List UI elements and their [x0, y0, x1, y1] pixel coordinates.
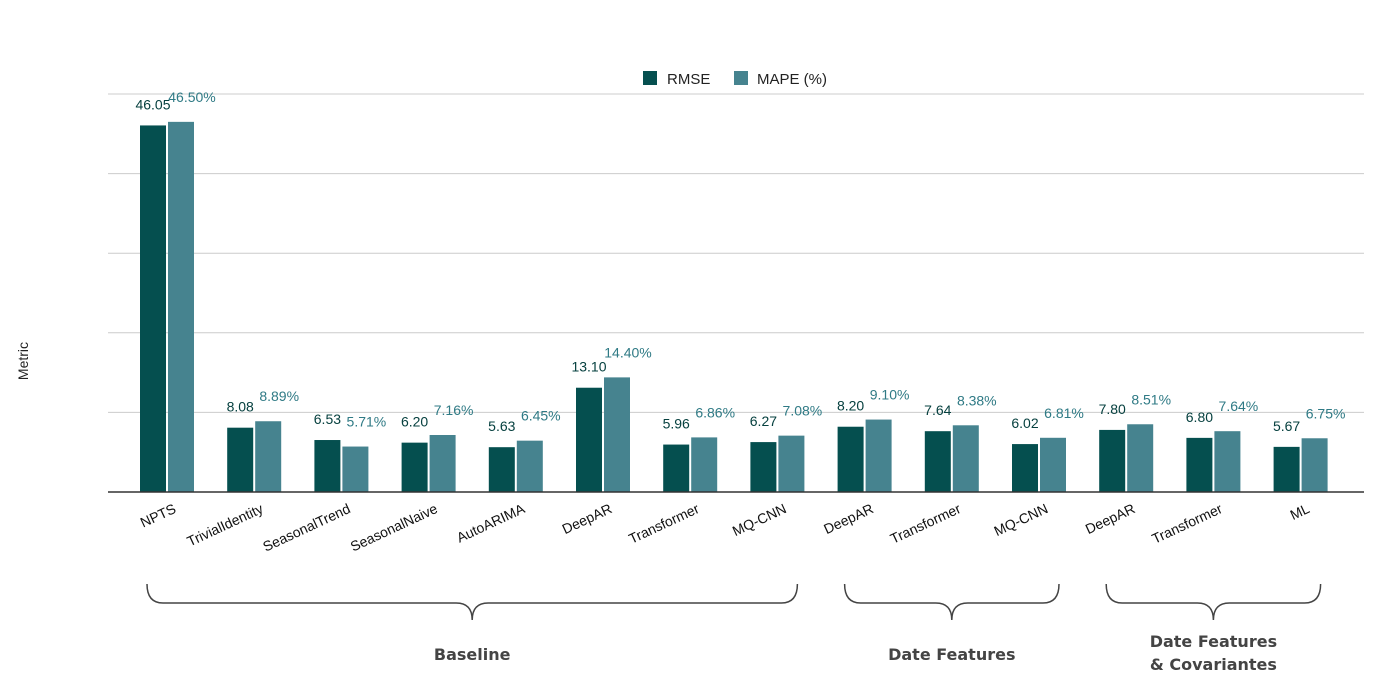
data-label-rmse-5: 13.10 [571, 359, 606, 375]
data-label-rmse-4: 5.63 [488, 418, 515, 434]
bar-rmse-transformer-6 [663, 444, 690, 492]
data-label-mape-10: 6.81% [1044, 405, 1084, 421]
bar-mape-trivialidentity-1 [255, 421, 282, 492]
data-label-mape-4: 6.45% [521, 408, 561, 424]
bar-mape-transformer-6 [691, 437, 718, 492]
bar-rmse-ml-13 [1273, 446, 1300, 492]
group-label-date-features-covariantes-line-1: & Covariantes [1150, 655, 1277, 674]
x-tick-label-transformer-9: Transformer [888, 500, 964, 547]
data-label-mape-11: 8.51% [1131, 391, 1171, 407]
legend-swatch-rmse [643, 71, 657, 85]
x-tick-label-deepar-8: DeepAR [821, 500, 876, 537]
group-label-baseline-line-0: Baseline [434, 645, 511, 664]
data-label-mape-9: 8.38% [957, 392, 997, 408]
data-label-mape-5: 14.40% [604, 344, 651, 360]
data-label-rmse-12: 6.80 [1186, 409, 1213, 425]
bar-rmse-deepar-5 [576, 387, 602, 492]
data-label-rmse-10: 6.02 [1011, 415, 1038, 431]
bar-rmse-seasonalnaive-3 [401, 442, 428, 492]
bar-rmse-mq-cnn-10 [1012, 444, 1038, 492]
bar-mape-deepar-5 [604, 377, 630, 492]
bar-mape-npts-0 [168, 121, 194, 493]
bar-rmse-npts-0 [140, 125, 166, 492]
x-tick-label-deepar-5: DeepAR [560, 500, 615, 537]
x-tick-label-seasonaltrend-2: SeasonalTrend [260, 500, 352, 554]
x-tick-label-seasonalnaive-3: SeasonalNaive [348, 500, 440, 554]
data-label-mape-12: 7.64% [1219, 398, 1259, 414]
data-label-mape-2: 5.71% [347, 414, 387, 430]
data-label-rmse-11: 7.80 [1099, 401, 1126, 417]
data-label-rmse-7: 6.27 [750, 413, 777, 429]
y-axis-label: Metric [15, 342, 31, 380]
bar-rmse-deepar-8 [837, 426, 864, 492]
data-label-rmse-2: 6.53 [314, 411, 341, 427]
bar-mape-transformer-12 [1214, 431, 1241, 492]
legend-label-mape: MAPE (%) [757, 71, 827, 88]
data-label-rmse-0: 46.05 [135, 96, 170, 112]
data-label-mape-6: 6.86% [695, 404, 735, 420]
x-tick-label-autoarima-4: AutoARIMA [454, 500, 528, 546]
data-label-mape-8: 9.10% [870, 387, 910, 403]
data-label-rmse-1: 8.08 [227, 399, 254, 415]
bar-mape-autoarima-4 [516, 440, 543, 492]
group-brace-baseline [146, 583, 799, 621]
legend-swatch-mape [734, 71, 748, 85]
data-label-rmse-9: 7.64 [924, 402, 951, 418]
data-label-mape-1: 8.89% [259, 388, 299, 404]
x-tick-labels: NPTS TrivialIdentitySeasonalTrendSeasonal… [138, 500, 1312, 555]
data-label-rmse-6: 5.96 [663, 416, 690, 432]
x-tick-label-mq-cnn-10: MQ-CNN [991, 500, 1050, 539]
legend-label-rmse: RMSE [667, 71, 710, 88]
bars [140, 121, 1328, 493]
bar-mape-transformer-9 [952, 425, 979, 492]
data-label-rmse-3: 6.20 [401, 414, 428, 430]
data-label-mape-0: 46.50% [168, 89, 215, 105]
bar-rmse-autoarima-4 [488, 447, 515, 492]
bar-rmse-seasonaltrend-2 [314, 440, 341, 492]
legend: RMSE MAPE (%) [643, 71, 827, 88]
bar-mape-ml-13 [1301, 438, 1328, 492]
bar-mape-mq-cnn-10 [1040, 437, 1066, 492]
bar-mape-seasonaltrend-2 [342, 446, 369, 492]
group-label-date-features-covariantes-line-0: Date Features [1150, 632, 1277, 651]
bar-rmse-mq-cnn-7 [750, 442, 777, 492]
data-label-mape-13: 6.75% [1306, 405, 1346, 421]
data-label-mape-3: 7.16% [434, 402, 474, 418]
group-brace-date-features-covariantes [1105, 583, 1322, 621]
group-label-date-features-line-0: Date Features [888, 645, 1015, 664]
data-label-mape-7: 7.08% [783, 403, 823, 419]
x-tick-label-ml-13: ML [1287, 500, 1312, 523]
x-tick-label-npts-0: NPTS [138, 500, 179, 530]
x-tick-label-transformer-6: Transformer [626, 500, 702, 547]
category-groups: Baseline Date Features Date Features & Cova… [146, 583, 1322, 674]
data-label-rmse-13: 5.67 [1273, 418, 1300, 434]
bar-rmse-trivialidentity-1 [227, 427, 254, 492]
bar-mape-deepar-8 [865, 419, 892, 492]
x-tick-label-transformer-12: Transformer [1149, 500, 1225, 547]
gridlines [108, 93, 1364, 413]
bar-rmse-transformer-9 [924, 431, 951, 492]
data-label-rmse-8: 8.20 [837, 398, 864, 414]
x-tick-label-mq-cnn-7: MQ-CNN [730, 500, 789, 539]
bar-rmse-deepar-11 [1099, 429, 1126, 492]
bar-mape-deepar-11 [1127, 424, 1154, 492]
bar-mape-seasonalnaive-3 [429, 435, 456, 492]
x-tick-label-deepar-11: DeepAR [1083, 500, 1138, 537]
bar-rmse-transformer-12 [1186, 437, 1213, 492]
group-brace-date-features [843, 583, 1060, 621]
bar-mape-mq-cnn-7 [778, 435, 805, 492]
x-tick-label-trivialidentity-1: TrivialIdentity [184, 500, 265, 549]
